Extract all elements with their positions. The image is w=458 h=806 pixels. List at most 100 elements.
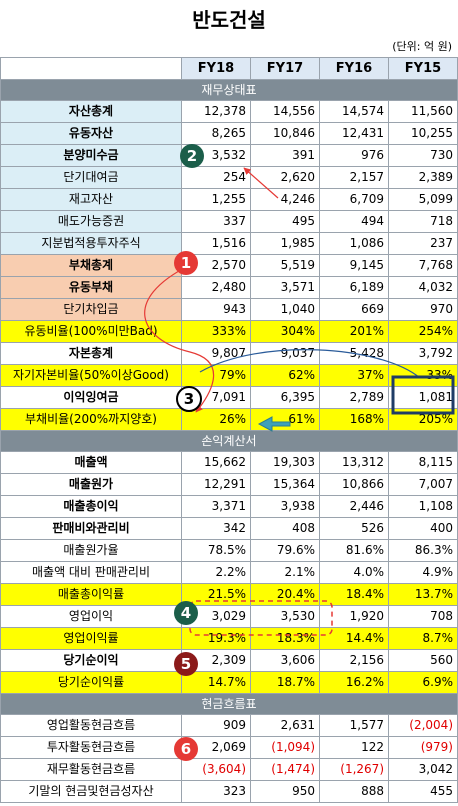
cell: 408 [250, 517, 320, 540]
cell: 14,574 [319, 100, 389, 123]
cell: 1,108 [388, 495, 458, 518]
cell: 15,662 [181, 451, 251, 474]
cell: 14.4% [319, 627, 389, 650]
year-header-row: FY18 FY17 FY16 FY15 [0, 57, 458, 80]
cell: 79.6% [250, 539, 320, 562]
row-label: 재고자산 [0, 188, 182, 211]
cell: 526 [319, 517, 389, 540]
row-label: 당기순이익률 [0, 671, 182, 694]
cell: 18.3% [250, 627, 320, 650]
unit-note: (단위: 억 원) [392, 40, 452, 53]
cell: (2,004) [388, 714, 458, 737]
table-row: 단기차입금 943 1,040 669 970 [0, 298, 458, 321]
row-label: 매출총이익률 [0, 583, 182, 606]
cell: 254% [388, 320, 458, 343]
cell: 494 [319, 210, 389, 233]
cell: 342 [181, 517, 251, 540]
row-label: 매출액 [0, 451, 182, 474]
year-header: FY18 [181, 57, 251, 80]
cell: 3,606 [250, 649, 320, 672]
row-label: 매출원가 [0, 473, 182, 496]
row-label: 영업이익 [0, 605, 182, 628]
year-header: FY16 [319, 57, 389, 80]
cell: 1,081 [388, 386, 458, 409]
row-label: 자산총계 [0, 100, 182, 123]
row-label: 영업이익률 [0, 627, 182, 650]
cell: 9,145 [319, 254, 389, 277]
table-row: 투자활동현금흐름 2,069 (1,094) 122 (979) [0, 736, 458, 759]
cell: 16.2% [319, 671, 389, 694]
row-label: 자기자본비율(50%이상Good) [0, 364, 182, 387]
cell: 3,938 [250, 495, 320, 518]
row-label: 기말의 현금및현금성자산 [0, 780, 182, 803]
page-title: 반도건설 [192, 8, 266, 32]
cell: 18.4% [319, 583, 389, 606]
cell: 2,446 [319, 495, 389, 518]
cell: 2.1% [250, 561, 320, 584]
cell: 391 [250, 144, 320, 167]
cell: 2,389 [388, 166, 458, 189]
cell: 122 [319, 736, 389, 759]
cell: 14.7% [181, 671, 251, 694]
cell: 19.3% [181, 627, 251, 650]
cell: (1,474) [250, 758, 320, 781]
cell: 7,768 [388, 254, 458, 277]
row-label: 매출원가율 [0, 539, 182, 562]
cell: 8,265 [181, 122, 251, 145]
table-row: 분양미수금 3,532 391 976 730 [0, 144, 458, 167]
cell: 6,709 [319, 188, 389, 211]
cell: 943 [181, 298, 251, 321]
cell: 3,571 [250, 276, 320, 299]
cell: 669 [319, 298, 389, 321]
cell: 19,303 [250, 451, 320, 474]
section-title: 재무상태표 [0, 79, 458, 101]
cell: 12,291 [181, 473, 251, 496]
cell: 708 [388, 605, 458, 628]
cell: (1,094) [250, 736, 320, 759]
cell: 2,480 [181, 276, 251, 299]
cell: 560 [388, 649, 458, 672]
table-row: 판매비와관리비 342 408 526 400 [0, 517, 458, 540]
cell: 78.5% [181, 539, 251, 562]
row-label: 재무활동현금흐름 [0, 758, 182, 781]
table-row: 부채비율(200%까지양호) 26% 61% 168% 205% [0, 408, 458, 431]
row-label: 영업활동현금흐름 [0, 714, 182, 737]
cell: 13.7% [388, 583, 458, 606]
row-label: 당기순이익 [0, 649, 182, 672]
financial-table: FY18 FY17 FY16 FY15 재무상태표 자산총계 12,378 14,5… [0, 57, 458, 803]
cell: 3,792 [388, 342, 458, 365]
table-row: 유동비율(100%미만Bad) 333% 304% 201% 254% [0, 320, 458, 343]
cell: 12,378 [181, 100, 251, 123]
annotation-badge-4: 4 [174, 601, 198, 625]
section-balance-sheet: 재무상태표 [0, 79, 458, 101]
cell: 3,371 [181, 495, 251, 518]
row-label: 판매비와관리비 [0, 517, 182, 540]
cell: 2,620 [250, 166, 320, 189]
row-label: 유동비율(100%미만Bad) [0, 320, 182, 343]
table-row: 영업이익 3,029 3,530 1,920 708 [0, 605, 458, 628]
cell: 18.7% [250, 671, 320, 694]
cell: 20.4% [250, 583, 320, 606]
cell: 168% [319, 408, 389, 431]
cell: 1,516 [181, 232, 251, 255]
cell: 6.9% [388, 671, 458, 694]
section-cash-flow: 현금흐름표 [0, 693, 458, 715]
cell: 400 [388, 517, 458, 540]
table-row: 단기대여금 254 2,620 2,157 2,389 [0, 166, 458, 189]
table-row: 매출액 15,662 19,303 13,312 8,115 [0, 451, 458, 474]
cell: 304% [250, 320, 320, 343]
cell: 205% [388, 408, 458, 431]
row-label: 부채총계 [0, 254, 182, 277]
row-label: 매출액 대비 판매관리비 [0, 561, 182, 584]
cell: 10,866 [319, 473, 389, 496]
cell: 4,032 [388, 276, 458, 299]
cell: 10,846 [250, 122, 320, 145]
cell: (1,267) [319, 758, 389, 781]
row-label: 자본총계 [0, 342, 182, 365]
table-row: 부채총계 2,570 5,519 9,145 7,768 [0, 254, 458, 277]
cell: 3,530 [250, 605, 320, 628]
cell: 730 [388, 144, 458, 167]
cell: 323 [181, 780, 251, 803]
table-row: 매출원가 12,291 15,364 10,866 7,007 [0, 473, 458, 496]
row-label: 매도가능증권 [0, 210, 182, 233]
